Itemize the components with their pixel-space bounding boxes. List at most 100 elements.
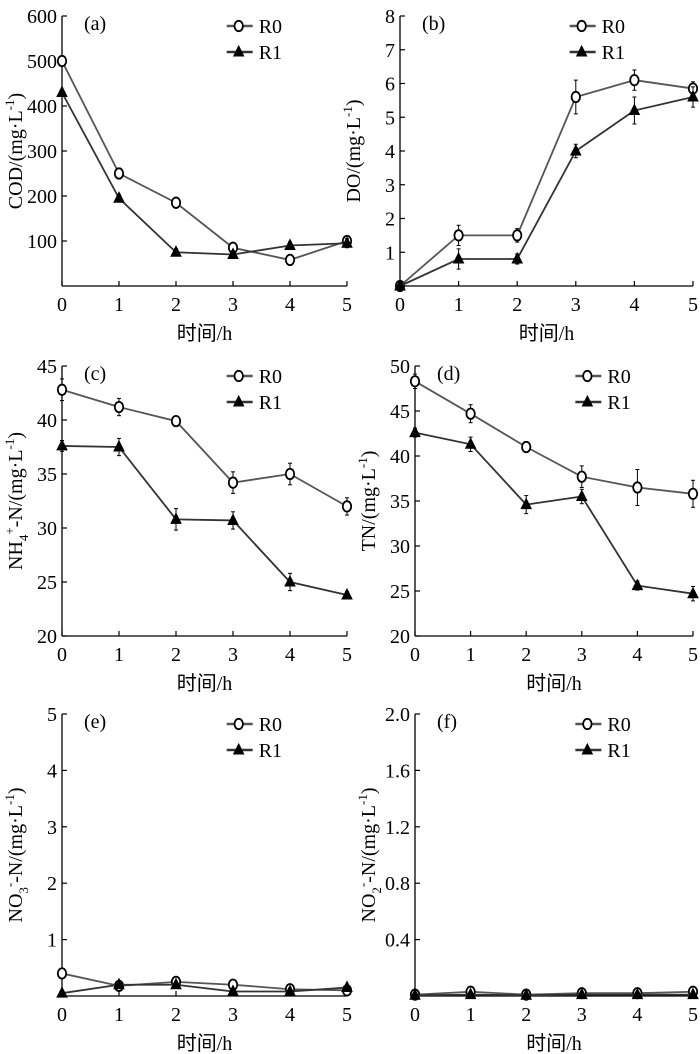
y-tick-label: 2 xyxy=(385,209,395,231)
data-point xyxy=(464,437,477,449)
data-point xyxy=(56,383,68,396)
x-tick-label: 2 xyxy=(171,1004,181,1026)
series-line xyxy=(61,388,348,508)
y-axis-title-part: TN/(mg·L xyxy=(358,468,380,551)
x-tick-label: 4 xyxy=(285,644,295,666)
series-r0 xyxy=(409,985,699,1001)
x-axis-title: 时间/h xyxy=(519,322,575,345)
y-tick-label: 2.0 xyxy=(385,704,410,726)
y-axis-title-part: -1 xyxy=(2,99,17,110)
data-point xyxy=(520,988,533,1000)
chart-panel-f: 0.40.81.21.62.00 1 2 3 4 5时间/hNO2--N/(mg·L-1)… xyxy=(355,704,699,1054)
data-point xyxy=(511,251,524,264)
x-tick-label: 5 xyxy=(688,644,698,666)
x-tick-label: 3 xyxy=(228,644,238,666)
y-tick-label: 7 xyxy=(385,40,395,62)
data-point xyxy=(687,487,699,500)
y-axis-title-part: NO xyxy=(5,894,27,923)
x-tick-label: 5 xyxy=(688,294,698,316)
x-tick-label: 5 xyxy=(342,644,352,666)
y-axis-title-part: NH xyxy=(5,541,27,570)
data-point xyxy=(687,89,699,102)
data-point xyxy=(521,440,532,454)
panel-label: (d) xyxy=(437,363,460,385)
x-tick-label: 3 xyxy=(228,1004,238,1026)
series-line xyxy=(399,79,694,287)
y-tick-label: 3 xyxy=(385,175,395,197)
x-axis-title: 时间/h xyxy=(526,672,582,695)
data-point xyxy=(113,191,125,203)
y-axis-title: COD/(mg·L-1) xyxy=(2,93,27,209)
series-line xyxy=(61,983,348,995)
y-tick-label: 8 xyxy=(385,6,395,28)
legend-label-r1: R1 xyxy=(259,42,282,64)
y-axis-title-part: 4 xyxy=(16,534,31,541)
series-line xyxy=(414,431,694,595)
y-tick-label: 1 xyxy=(385,242,395,264)
data-point xyxy=(631,578,644,591)
x-tick-label: 1 xyxy=(114,1004,124,1026)
y-tick-label: 45 xyxy=(37,356,57,378)
y-tick-label: 40 xyxy=(37,410,57,432)
legend-marker-r1 xyxy=(575,44,588,57)
y-tick-label: 30 xyxy=(390,536,410,558)
data-point xyxy=(341,500,353,513)
data-point xyxy=(687,586,699,599)
data-point xyxy=(170,977,182,990)
data-point xyxy=(687,987,699,1000)
y-axis-title: TN/(mg·L-1) xyxy=(355,451,380,552)
series-r1 xyxy=(56,85,353,259)
y-tick-label: 25 xyxy=(390,581,410,603)
y-axis-title-part: -1 xyxy=(340,106,355,117)
legend-marker-r0 xyxy=(576,19,587,33)
series-line xyxy=(61,972,348,992)
x-axis-title: 时间/h xyxy=(526,1032,582,1054)
y-tick-label: 30 xyxy=(37,518,57,540)
legend-label-r1: R1 xyxy=(259,392,282,414)
x-tick-label: 0 xyxy=(57,644,67,666)
y-tick-label: 20 xyxy=(390,626,410,648)
x-tick-label: 1 xyxy=(114,294,124,316)
data-point xyxy=(113,400,125,414)
x-tick-label: 4 xyxy=(632,644,642,666)
y-tick-label: 40 xyxy=(390,446,410,468)
y-tick-label: 4 xyxy=(47,760,57,782)
data-point xyxy=(113,977,125,990)
y-axis-title-part: ) xyxy=(358,451,380,458)
y-tick-label: 200 xyxy=(27,186,57,208)
data-point xyxy=(56,438,68,451)
x-tick-label: 2 xyxy=(521,644,531,666)
legend-marker-r0 xyxy=(233,717,244,731)
x-tick-label: 3 xyxy=(577,644,587,666)
data-point xyxy=(576,470,587,483)
series-r0 xyxy=(56,54,353,266)
y-tick-label: 400 xyxy=(27,96,57,118)
y-tick-label: 100 xyxy=(27,231,57,253)
data-point xyxy=(56,967,68,980)
legend-label-r0: R0 xyxy=(259,714,282,736)
legend-marker-r1 xyxy=(581,394,594,407)
y-axis-title-part: -1 xyxy=(355,457,370,468)
x-tick-label: 3 xyxy=(228,294,238,316)
x-tick-label: 5 xyxy=(342,1004,352,1026)
data-point xyxy=(56,85,68,97)
y-axis-title-part: ) xyxy=(343,99,365,106)
legend-marker-r0 xyxy=(582,717,593,731)
y-axis-title-part: 3 xyxy=(16,887,31,894)
y-axis-title: NO3--N/(mg·L-1) xyxy=(2,787,31,922)
x-tick-label: 5 xyxy=(688,1004,698,1026)
x-tick-label: 0 xyxy=(395,294,405,316)
panel-label: (b) xyxy=(422,13,445,35)
data-point xyxy=(227,513,239,525)
legend-label-r1: R1 xyxy=(607,740,630,762)
y-axis-title: NO2--N/(mg·L-1) xyxy=(355,787,384,922)
y-axis-title-part: - xyxy=(355,883,370,887)
data-point xyxy=(341,236,353,248)
y-tick-label: 5 xyxy=(47,704,57,726)
x-tick-label: 0 xyxy=(57,294,67,316)
